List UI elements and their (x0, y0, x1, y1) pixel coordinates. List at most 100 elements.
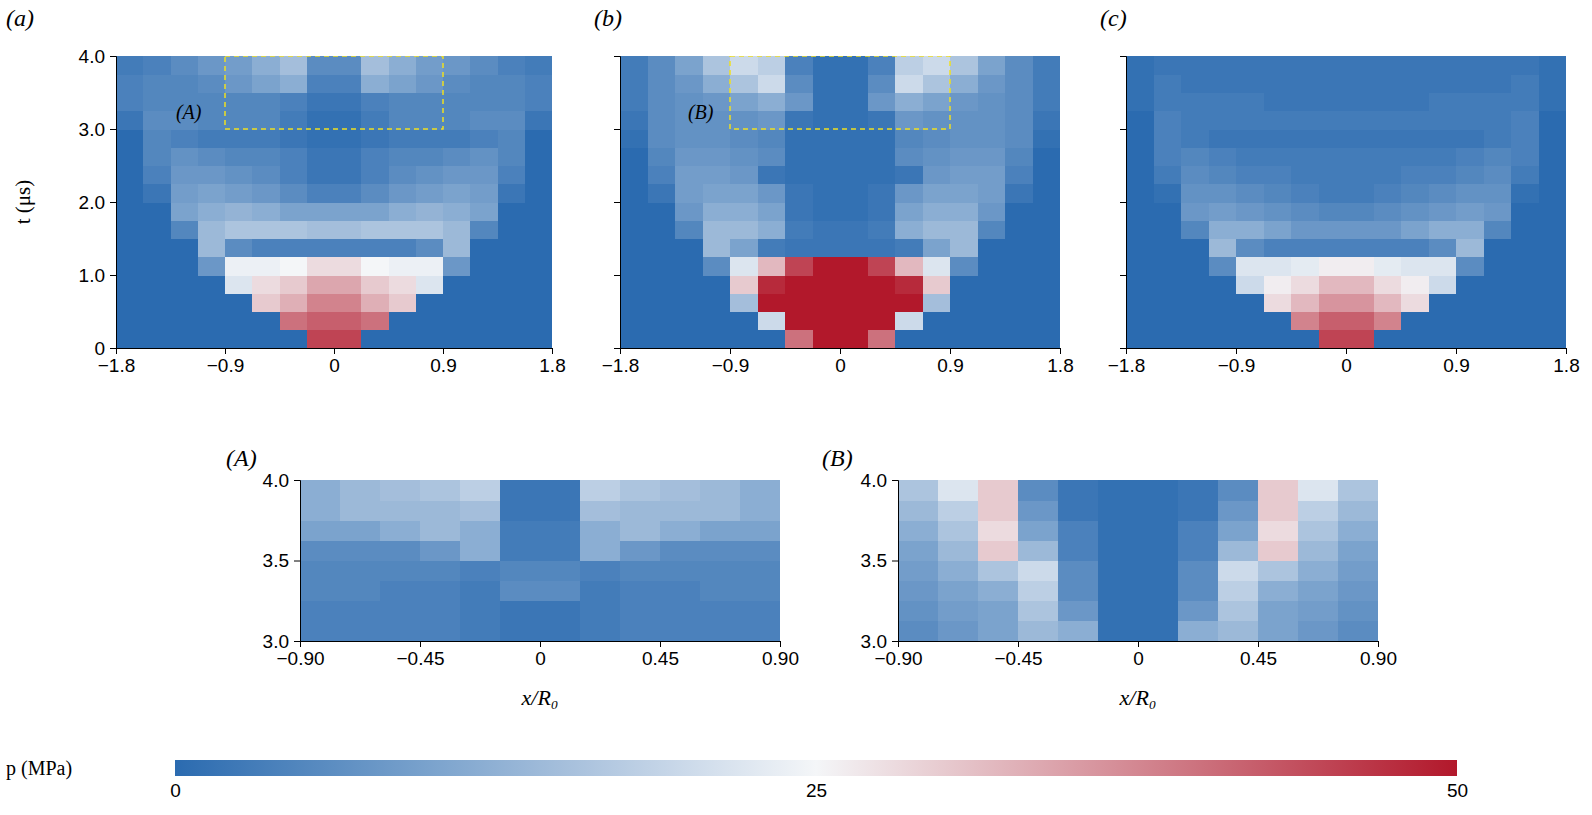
cell (443, 147, 471, 166)
colorbar-tick: 0 (170, 776, 181, 801)
cell (1319, 93, 1347, 112)
cell (1401, 166, 1429, 185)
cell (470, 293, 498, 312)
tick-label: −0.9 (207, 355, 245, 376)
tick-label: 3.5 (861, 550, 887, 571)
cell (1429, 330, 1457, 348)
cell (580, 540, 621, 561)
cell (740, 561, 780, 582)
cell (1258, 520, 1299, 541)
cell (143, 166, 171, 185)
cell (730, 147, 758, 166)
cell (443, 129, 471, 148)
cell (1401, 275, 1429, 294)
cell (1209, 239, 1237, 258)
cell (116, 293, 144, 312)
cell (525, 239, 552, 258)
cell (1291, 147, 1319, 166)
cell (498, 129, 526, 148)
y-tick (1120, 202, 1126, 203)
cell (416, 111, 444, 130)
cell (1181, 56, 1209, 75)
cell (252, 129, 280, 148)
cell (1098, 601, 1139, 622)
tick-label: −0.90 (874, 648, 922, 669)
cell (460, 500, 501, 521)
y-tick: 3.0 (861, 631, 898, 652)
cell (938, 520, 979, 541)
cell (700, 480, 741, 501)
cell (280, 202, 308, 221)
tick-label: 3.5 (263, 550, 289, 571)
cell (1005, 239, 1033, 258)
cell (1033, 166, 1061, 185)
axis-line (294, 481, 301, 642)
cell (1429, 93, 1457, 112)
tick-label: 0.90 (1360, 648, 1397, 669)
cell (740, 581, 780, 602)
cell (1209, 293, 1237, 312)
axis-line (614, 57, 621, 349)
cell (1539, 74, 1567, 93)
cell (361, 257, 389, 276)
tick-label: 0.9 (430, 355, 456, 376)
cell (660, 621, 701, 641)
cell (498, 275, 526, 294)
cell (525, 74, 552, 93)
cell (1138, 540, 1179, 561)
cell (1209, 184, 1237, 203)
cell (1264, 293, 1292, 312)
cell (1218, 520, 1259, 541)
cell (225, 257, 253, 276)
cell (868, 129, 896, 148)
cell (620, 581, 661, 602)
cell (950, 147, 978, 166)
cell (620, 500, 661, 521)
cell (1033, 312, 1061, 331)
axis-title: x/R₀ (521, 685, 559, 710)
cell (1236, 312, 1264, 331)
cell (1456, 220, 1484, 239)
cell (1539, 312, 1567, 331)
cell (1138, 601, 1179, 622)
cell (620, 93, 648, 112)
cell (648, 56, 676, 75)
cell (1005, 184, 1033, 203)
tick-mark (110, 275, 116, 276)
cell (334, 129, 362, 148)
cell (1005, 111, 1033, 130)
cell (1058, 480, 1099, 501)
cell (868, 293, 896, 312)
cell (1033, 293, 1061, 312)
cell (280, 275, 308, 294)
cell (225, 184, 253, 203)
cell (500, 480, 541, 501)
cell (416, 129, 444, 148)
cell (580, 500, 621, 521)
cell (1346, 239, 1374, 258)
cell (675, 56, 703, 75)
cell (898, 480, 939, 501)
cell (950, 202, 978, 221)
cell (500, 520, 541, 541)
cell (1401, 220, 1429, 239)
axis-line (110, 57, 117, 349)
cell (525, 166, 552, 185)
cell (1346, 166, 1374, 185)
cell (868, 56, 896, 75)
cell (300, 500, 341, 521)
cell (389, 56, 417, 75)
cell (1484, 275, 1512, 294)
cell (785, 111, 813, 130)
cell (1018, 561, 1059, 582)
cell (498, 74, 526, 93)
cell (1319, 184, 1347, 203)
tick-label: 0 (170, 780, 181, 801)
cell (1154, 56, 1182, 75)
cell (252, 312, 280, 331)
cell (470, 220, 498, 239)
y-tick: 4.0 (263, 470, 300, 491)
cell (703, 257, 731, 276)
x-tick: −0.45 (396, 641, 444, 669)
cell (1401, 56, 1429, 75)
